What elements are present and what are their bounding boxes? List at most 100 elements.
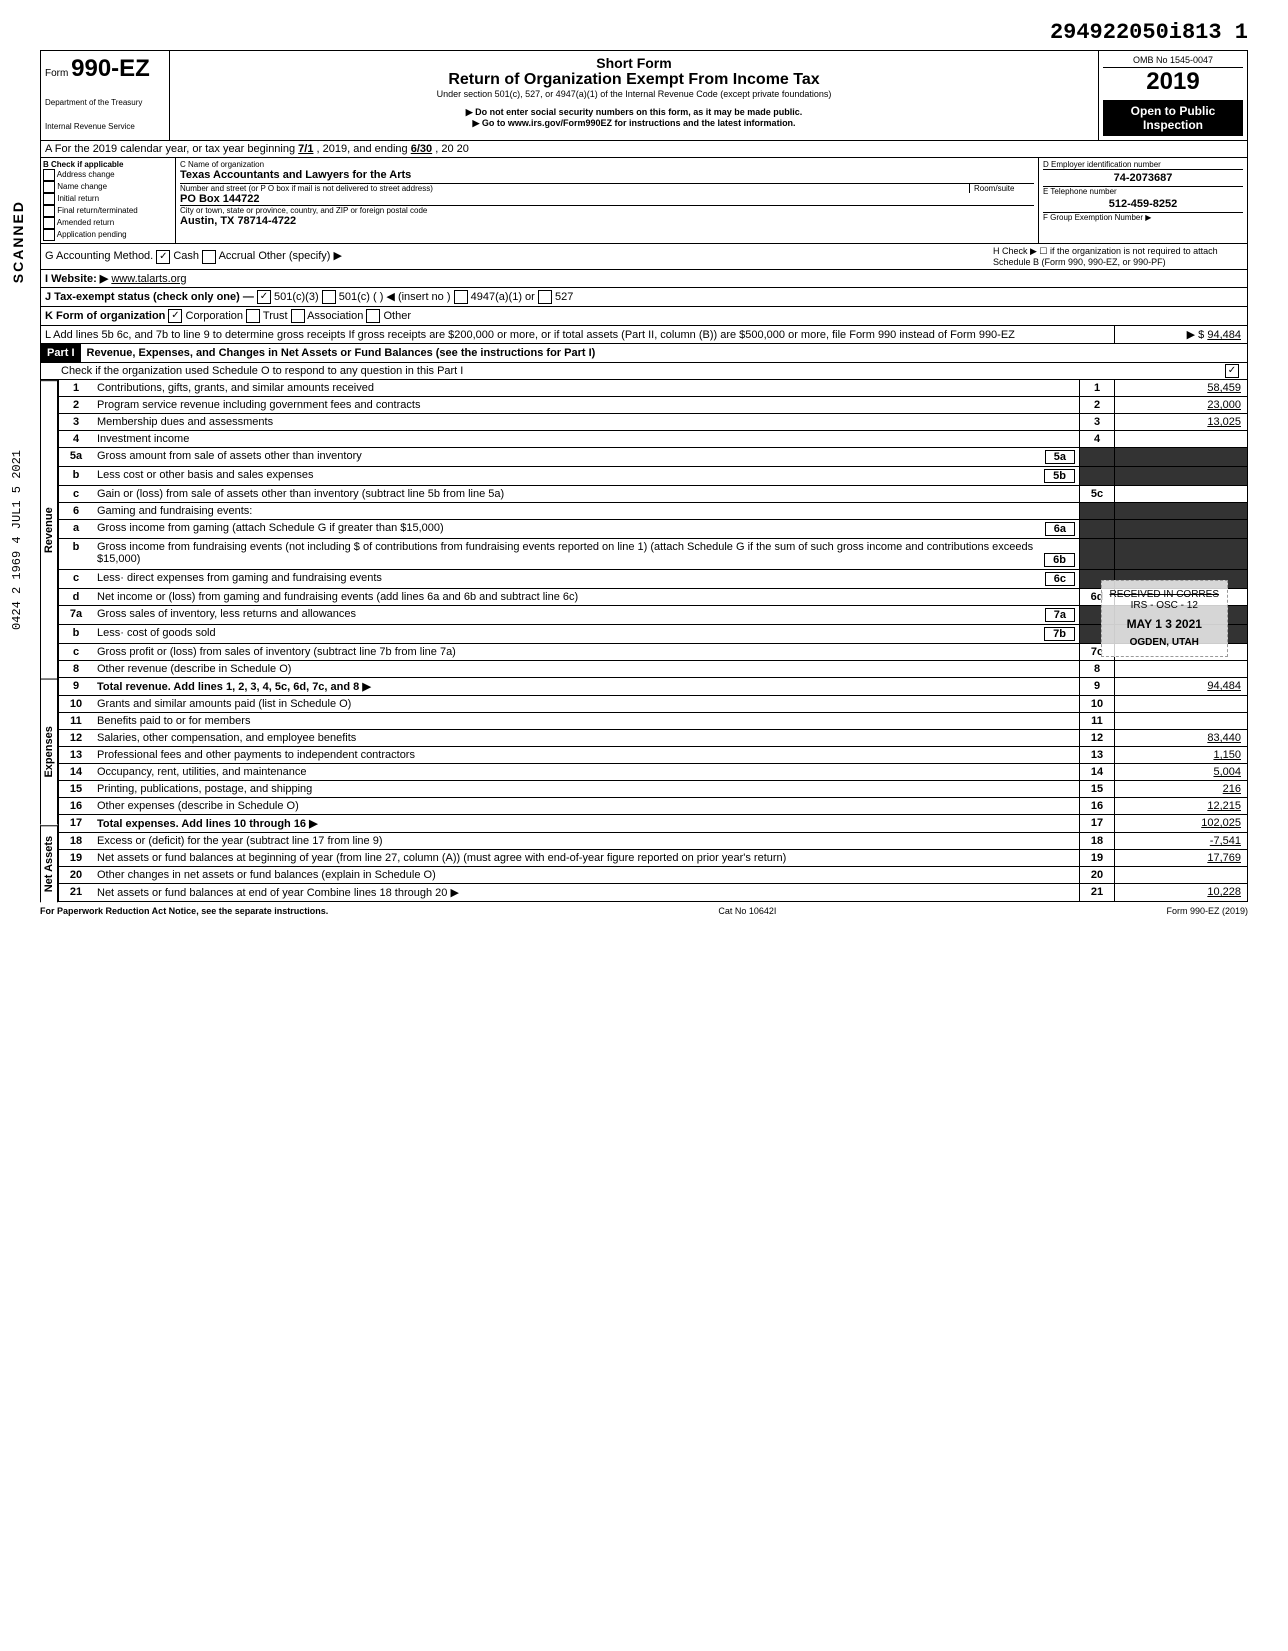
table-row: 15Printing, publications, postage, and s…: [58, 781, 1248, 798]
row-number: b: [59, 625, 93, 643]
row-number: 12: [59, 730, 93, 746]
cb-4947[interactable]: [454, 290, 468, 304]
section-b: B Check if applicable Address change Nam…: [41, 158, 176, 243]
row-box-number: 2: [1079, 397, 1114, 413]
table-row: 7aGross sales of inventory, less returns…: [58, 606, 1248, 625]
row-description: Printing, publications, postage, and shi…: [93, 781, 1079, 797]
footer-right: Form 990-EZ (2019): [1166, 906, 1248, 916]
section-i-label: I Website: ▶: [45, 273, 108, 285]
note-website: ▶ Go to www.irs.gov/Form990EZ for instru…: [174, 118, 1094, 129]
tax-year: 2019: [1103, 68, 1243, 96]
table-row: 10Grants and similar amounts paid (list …: [58, 696, 1248, 713]
section-f-label: F Group Exemption Number ▶: [1043, 213, 1243, 222]
table-row: 11Benefits paid to or for members11: [58, 713, 1248, 730]
room-label: Room/suite: [969, 184, 1034, 193]
cb-schedule-o[interactable]: ✓: [1225, 364, 1239, 378]
inline-box: 6c: [1045, 572, 1075, 586]
table-row: cLess· direct expenses from gaming and f…: [58, 570, 1248, 589]
form-label: Form: [45, 68, 68, 79]
open-to-public: Open to Public Inspection: [1103, 100, 1243, 136]
row-number: 17: [59, 815, 93, 832]
year-begin: 7/1: [298, 143, 313, 155]
line-j: J Tax-exempt status (check only one) — ✓…: [40, 288, 1248, 307]
row-description: Gross profit or (loss) from sales of inv…: [93, 644, 1079, 660]
row-number: c: [59, 486, 93, 502]
main-title: Return of Organization Exempt From Incom…: [174, 71, 1094, 89]
row-number: c: [59, 570, 93, 588]
line-l: L Add lines 5b 6c, and 7b to line 9 to d…: [40, 326, 1248, 344]
row-box-number: 9: [1079, 678, 1114, 695]
gross-receipts: 94,484: [1207, 329, 1241, 341]
label-amended: Amended return: [57, 218, 114, 227]
row-number: 9: [59, 678, 93, 695]
row-description: Gross amount from sale of assets other t…: [93, 448, 1079, 466]
footer-mid: Cat No 10642I: [718, 906, 776, 916]
table-row: dNet income or (loss) from gaming and fu…: [58, 589, 1248, 606]
section-e-label: E Telephone number: [1043, 187, 1243, 196]
cb-amended[interactable]: [43, 217, 55, 229]
row-description: Net income or (loss) from gaming and fun…: [93, 589, 1079, 605]
short-form-title: Short Form: [174, 55, 1094, 71]
row-box-number: [1079, 467, 1114, 485]
row-box-number: 18: [1079, 833, 1114, 849]
cb-assoc[interactable]: [291, 309, 305, 323]
cb-501c[interactable]: [322, 290, 336, 304]
table-row: 2Program service revenue including gover…: [58, 397, 1248, 414]
section-j-label: J Tax-exempt status (check only one) —: [45, 291, 254, 303]
inline-box: 6b: [1044, 553, 1075, 567]
row-value: [1114, 539, 1247, 569]
cb-address-change[interactable]: [43, 169, 55, 181]
label-final-return: Final return/terminated: [57, 206, 137, 215]
row-description: Net assets or fund balances at beginning…: [93, 850, 1079, 866]
row-number: d: [59, 589, 93, 605]
cb-initial-return[interactable]: [43, 193, 55, 205]
row-description: Less· cost of goods sold7b: [93, 625, 1079, 643]
label-address-change: Address change: [57, 170, 115, 179]
label-501c3: 501(c)(3): [274, 291, 319, 303]
table-row: 3Membership dues and assessments313,025: [58, 414, 1248, 431]
vlabel-netassets: Net Assets: [40, 825, 58, 902]
label-accrual: Accrual: [219, 250, 256, 262]
row-value: [1114, 486, 1247, 502]
row-value: 58,459: [1114, 380, 1247, 396]
stamp-received: RECEIVED IN CORRES: [1110, 589, 1219, 600]
org-name: Texas Accountants and Lawyers for the Ar…: [180, 169, 1034, 184]
row-box-number: 19: [1079, 850, 1114, 866]
cb-trust[interactable]: [246, 309, 260, 323]
ein: 74-2073687: [1043, 170, 1243, 187]
section-c: C Name of organization Texas Accountants…: [176, 158, 1039, 243]
row-value: 10,228: [1114, 884, 1247, 901]
row-number: 1: [59, 380, 93, 396]
cb-cash[interactable]: ✓: [156, 250, 170, 264]
cb-501c3[interactable]: ✓: [257, 290, 271, 304]
table-row: 16Other expenses (describe in Schedule O…: [58, 798, 1248, 815]
row-box-number: 15: [1079, 781, 1114, 797]
cb-527[interactable]: [538, 290, 552, 304]
table-row: bLess· cost of goods sold7b: [58, 625, 1248, 644]
section-d-label: D Employer identification number: [1043, 160, 1243, 170]
cb-other-org[interactable]: [366, 309, 380, 323]
section-c-label: C Name of organization: [180, 160, 1034, 169]
row-description: Gain or (loss) from sale of assets other…: [93, 486, 1079, 502]
addr-label: Number and street (or P O box if mail is…: [180, 184, 969, 193]
cb-application-pending[interactable]: [43, 229, 55, 241]
row-number: c: [59, 644, 93, 660]
omb-number: OMB No 1545-0047: [1103, 55, 1243, 68]
cb-name-change[interactable]: [43, 181, 55, 193]
cb-corp[interactable]: ✓: [168, 309, 182, 323]
cb-accrual[interactable]: [202, 250, 216, 264]
org-city: Austin, TX 78714-4722: [180, 215, 1034, 227]
section-k-label: K Form of organization: [45, 310, 165, 322]
row-description: Gross sales of inventory, less returns a…: [93, 606, 1079, 624]
row-value: [1114, 467, 1247, 485]
row-number: 5a: [59, 448, 93, 466]
right-info-col: D Employer identification number 74-2073…: [1039, 158, 1247, 243]
row-box-number: [1079, 503, 1114, 519]
label-initial-return: Initial return: [57, 194, 99, 203]
cb-final-return[interactable]: [43, 205, 55, 217]
row-value: 12,215: [1114, 798, 1247, 814]
row-number: 4: [59, 431, 93, 447]
row-box-number: 3: [1079, 414, 1114, 430]
row-box-number: 1: [1079, 380, 1114, 396]
inline-box: 7b: [1044, 627, 1075, 641]
